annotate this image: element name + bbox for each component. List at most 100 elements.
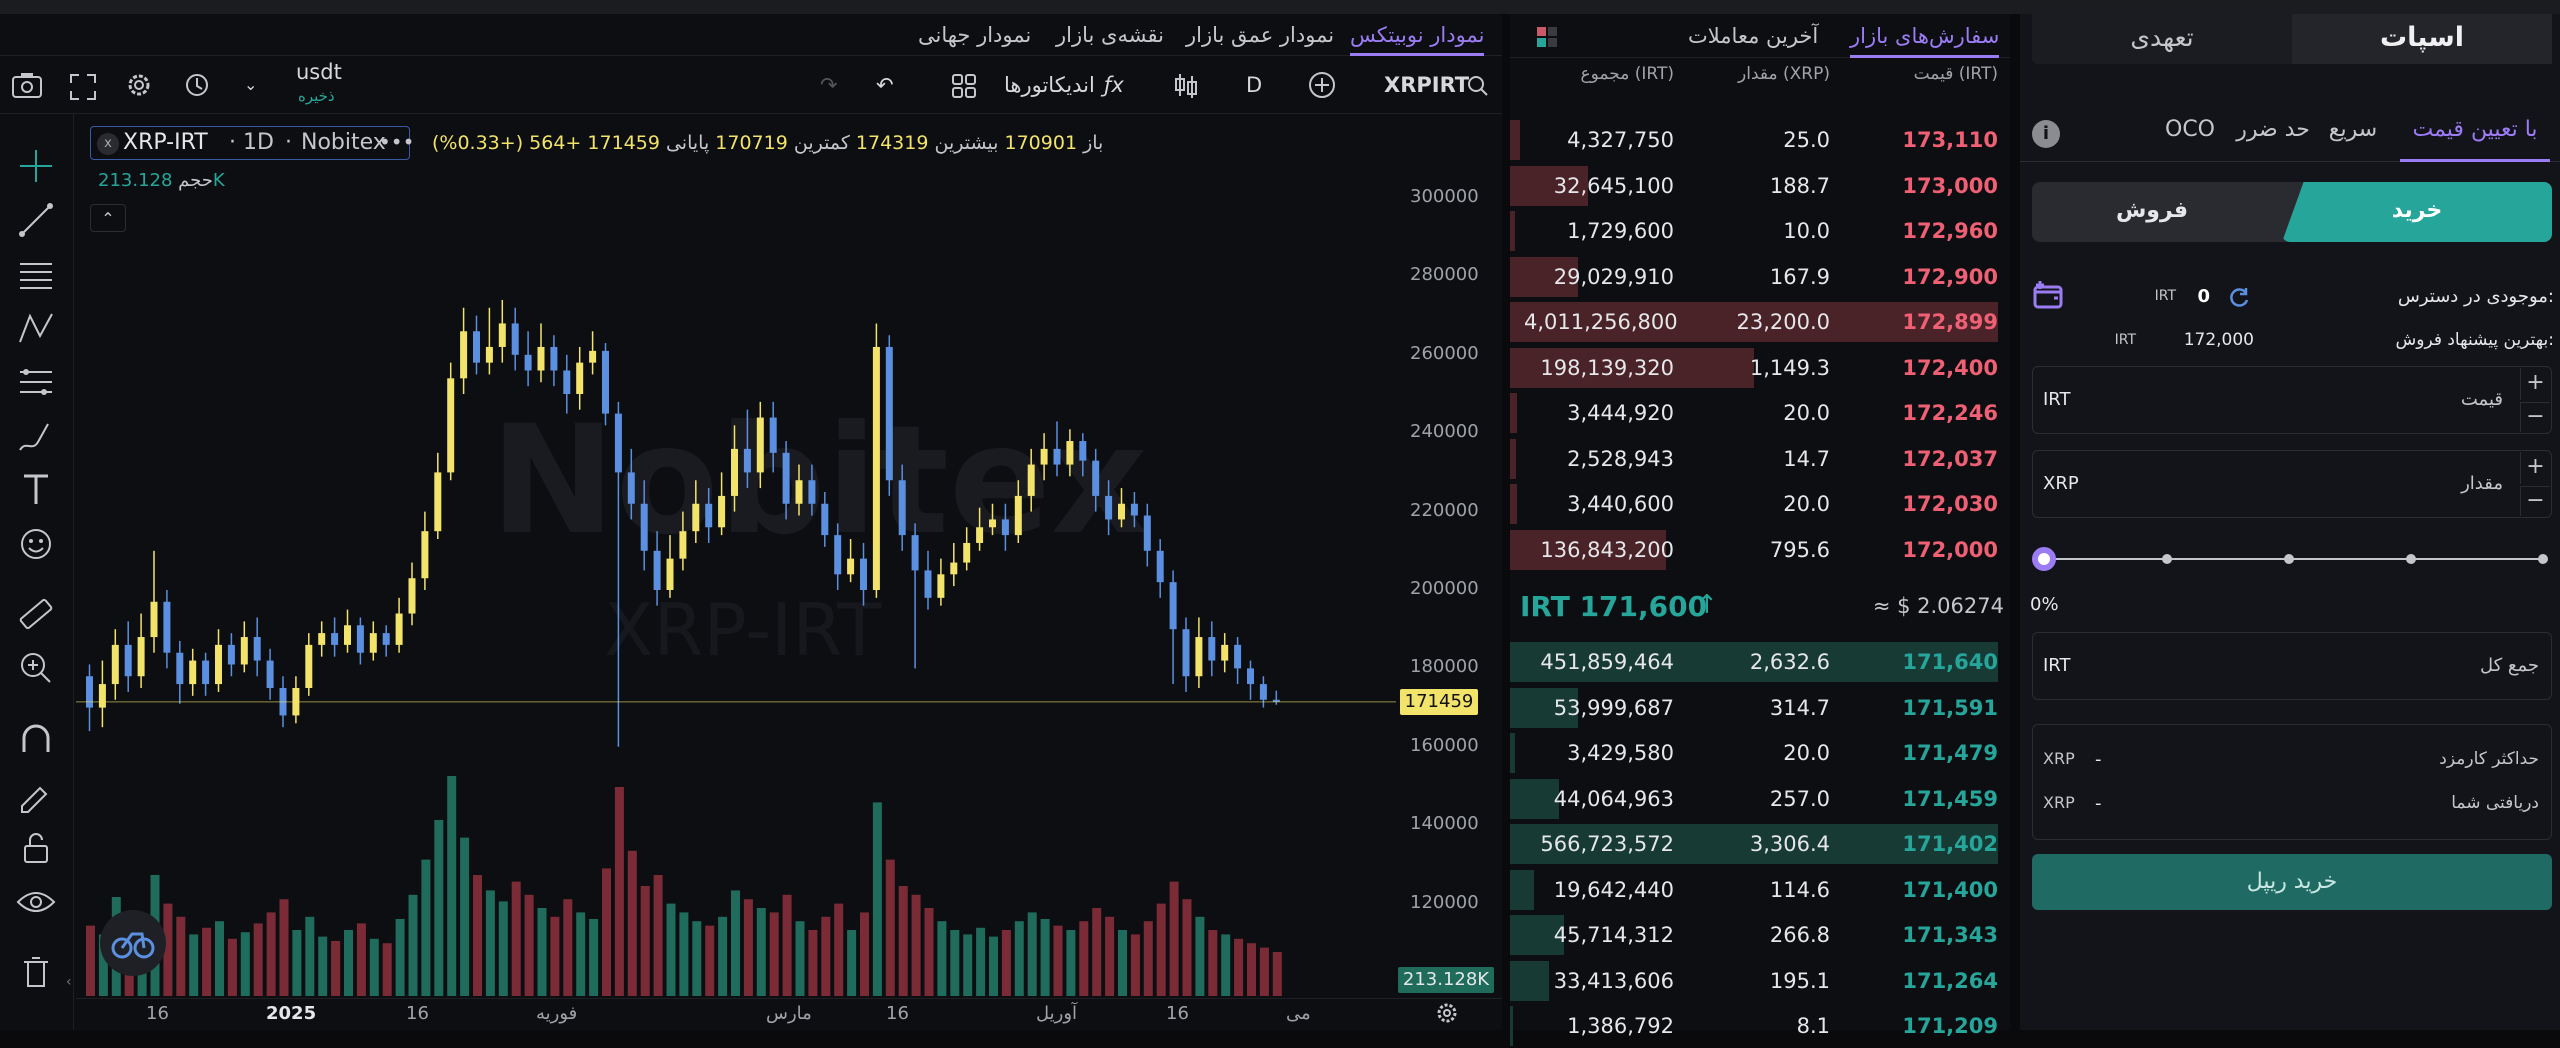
bid-row[interactable]: 33,413,606 195.1 171,264: [1510, 959, 2010, 1003]
price-field[interactable]: IRT قیمت: [2032, 366, 2552, 434]
fullscreen-icon[interactable]: [66, 56, 100, 114]
symbol-search[interactable]: XRPIRT: [1384, 73, 1470, 97]
tab-market-orders[interactable]: سفارش‌های بازار: [1850, 14, 2000, 58]
amount-increment-button[interactable]: +: [2520, 452, 2550, 484]
ask-row[interactable]: 198,139,320 1,149.3 172,400: [1510, 346, 2010, 390]
tab-spot[interactable]: اسپات: [2292, 14, 2552, 64]
indicators-label[interactable]: اندیکاتورها: [1004, 73, 1095, 97]
tab-oco[interactable]: OCO: [2165, 117, 2215, 142]
tab-margin[interactable]: تعهدی: [2130, 23, 2194, 52]
fib-lines-icon[interactable]: [14, 252, 58, 296]
emoji-icon[interactable]: [14, 522, 58, 566]
trash-icon[interactable]: [14, 950, 58, 994]
crosshair-icon[interactable]: [14, 144, 58, 188]
gear-icon[interactable]: [122, 56, 156, 114]
ask-row[interactable]: 32,645,100 188.7 173,000: [1510, 164, 2010, 208]
price-increment-button[interactable]: +: [2520, 368, 2550, 400]
close-icon[interactable]: x: [97, 133, 119, 155]
pattern-icon[interactable]: [14, 306, 58, 350]
symbol-legend-box[interactable]: x XRP-IRT · 1D · Nobitex •••: [90, 126, 414, 160]
tab-limit[interactable]: با تعیین قیمت: [2400, 110, 2550, 162]
tab-nobitex-chart[interactable]: نمودار نوبیتکس: [1350, 14, 1485, 56]
bid-row[interactable]: 19,642,440 114.6 171,400: [1510, 868, 2010, 912]
ask-row[interactable]: 2,528,943 14.7 172,037: [1510, 437, 2010, 481]
bid-row[interactable]: 45,714,312 266.8 171,343: [1510, 913, 2010, 957]
alert-icon[interactable]: [180, 56, 214, 114]
magnet-icon[interactable]: [14, 718, 58, 762]
amount-slider[interactable]: [2032, 544, 2554, 574]
tab-depth-chart[interactable]: نمودار عمق بازار: [1186, 23, 1335, 47]
refresh-icon[interactable]: [2210, 286, 2250, 313]
camera-icon[interactable]: [10, 56, 44, 114]
candle-type-icon[interactable]: [1172, 56, 1200, 114]
tab-market-map[interactable]: نقشه‌ی بازار: [1056, 23, 1164, 47]
bid-row[interactable]: 3,429,580 20.0 171,479: [1510, 731, 2010, 775]
wallet-add-icon[interactable]: [2032, 278, 2064, 312]
tab-recent-trades[interactable]: آخرین معاملات: [1688, 24, 1819, 48]
ask-row[interactable]: 3,440,600 20.0 172,030: [1510, 482, 2010, 526]
function-icon[interactable]: ƒx: [1104, 73, 1124, 97]
more-icon[interactable]: •••: [379, 130, 415, 154]
slider-step-75[interactable]: [2406, 554, 2416, 564]
axis-settings-icon[interactable]: [1434, 1000, 1460, 1026]
chevron-down-icon[interactable]: ⌄: [244, 75, 258, 94]
volume-bar: [795, 921, 805, 996]
collapse-legend-button[interactable]: ⌃: [90, 204, 126, 232]
undo-icon[interactable]: ↶: [876, 73, 894, 97]
lock-drawing-icon[interactable]: [14, 772, 58, 816]
add-symbol-icon[interactable]: [1306, 56, 1338, 114]
total-unit: IRT: [2043, 655, 2071, 676]
brush-icon[interactable]: [14, 414, 58, 458]
price-decrement-button[interactable]: −: [2520, 402, 2550, 432]
layout-grid-icon[interactable]: [950, 56, 978, 114]
ask-row[interactable]: 4,011,256,800 23,200.0 172,899: [1510, 300, 2010, 344]
bid-total: 44,064,963: [1553, 786, 1674, 811]
interval-button[interactable]: D: [1246, 73, 1263, 97]
buy-tab-button[interactable]: خرید: [2282, 182, 2552, 242]
ask-row[interactable]: 29,029,910 167.9 172,900: [1510, 255, 2010, 299]
bid-row[interactable]: 566,723,572 3,306.4 171,402: [1510, 822, 2010, 866]
bid-row[interactable]: 1,386,792 8.1 171,209: [1510, 1004, 2010, 1048]
volume-bar: [408, 894, 418, 996]
redo-icon[interactable]: ↷: [820, 73, 838, 97]
ask-row[interactable]: 1,729,600 10.0 172,960: [1510, 209, 2010, 253]
lock-icon[interactable]: [14, 826, 58, 870]
search-icon[interactable]: [1466, 56, 1490, 114]
candlestick-chart[interactable]: [76, 116, 1426, 1006]
bid-row[interactable]: 44,064,963 257.0 171,459: [1510, 777, 2010, 821]
ask-row[interactable]: 3,444,920 20.0 172,246: [1510, 391, 2010, 435]
bid-row[interactable]: 451,859,464 2,632.6 171,640: [1510, 640, 2010, 684]
total-field[interactable]: IRT جمع کل: [2032, 632, 2552, 700]
slider-step-25[interactable]: [2162, 554, 2172, 564]
ask-row[interactable]: 4,327,750 25.0 173,110: [1510, 118, 2010, 162]
amount-field[interactable]: XRP مقدار: [2032, 450, 2552, 518]
info-icon[interactable]: i: [2032, 120, 2060, 148]
slider-step-100[interactable]: [2538, 554, 2548, 564]
submit-buy-button[interactable]: خرید ریپل: [2032, 854, 2552, 910]
trendline-icon[interactable]: [14, 198, 58, 242]
text-tool-icon[interactable]: [14, 468, 58, 512]
price-axis[interactable]: 300000 280000 260000 240000 220000 200000 1800…: [1398, 116, 1502, 1006]
tab-market[interactable]: سریع: [2328, 117, 2378, 142]
sell-tab-button[interactable]: فروش: [2115, 198, 2189, 223]
save-label[interactable]: ذخیره: [298, 87, 335, 105]
scroll-left-icon[interactable]: ‹: [66, 974, 72, 990]
time-axis[interactable]: 16 2025 16 فوریه مارس 16 آوریل 16 می: [76, 998, 1502, 1030]
forecast-icon[interactable]: [14, 360, 58, 404]
ask-row[interactable]: 136,843,200 795.6 172,000: [1510, 528, 2010, 572]
ruler-icon[interactable]: [14, 592, 58, 636]
candle: [124, 644, 132, 677]
tab-stop-loss[interactable]: حد ضرر: [2236, 117, 2310, 142]
eye-icon[interactable]: [14, 880, 58, 924]
candle: [1259, 684, 1267, 700]
order-book-tabs: سفارش‌های بازار آخرین معاملات: [1510, 14, 2010, 58]
slider-handle[interactable]: [2032, 547, 2056, 571]
volume-bar: [447, 776, 457, 996]
zoom-in-icon[interactable]: [14, 646, 58, 690]
slider-step-50[interactable]: [2284, 554, 2294, 564]
layout-toggle-icon[interactable]: [1536, 26, 1558, 48]
bid-row[interactable]: 53,999,687 314.7 171,591: [1510, 686, 2010, 730]
tab-global-chart[interactable]: نمودار جهانی: [918, 23, 1032, 47]
amount-decrement-button[interactable]: −: [2520, 486, 2550, 516]
layout-name[interactable]: usdt: [296, 60, 342, 84]
